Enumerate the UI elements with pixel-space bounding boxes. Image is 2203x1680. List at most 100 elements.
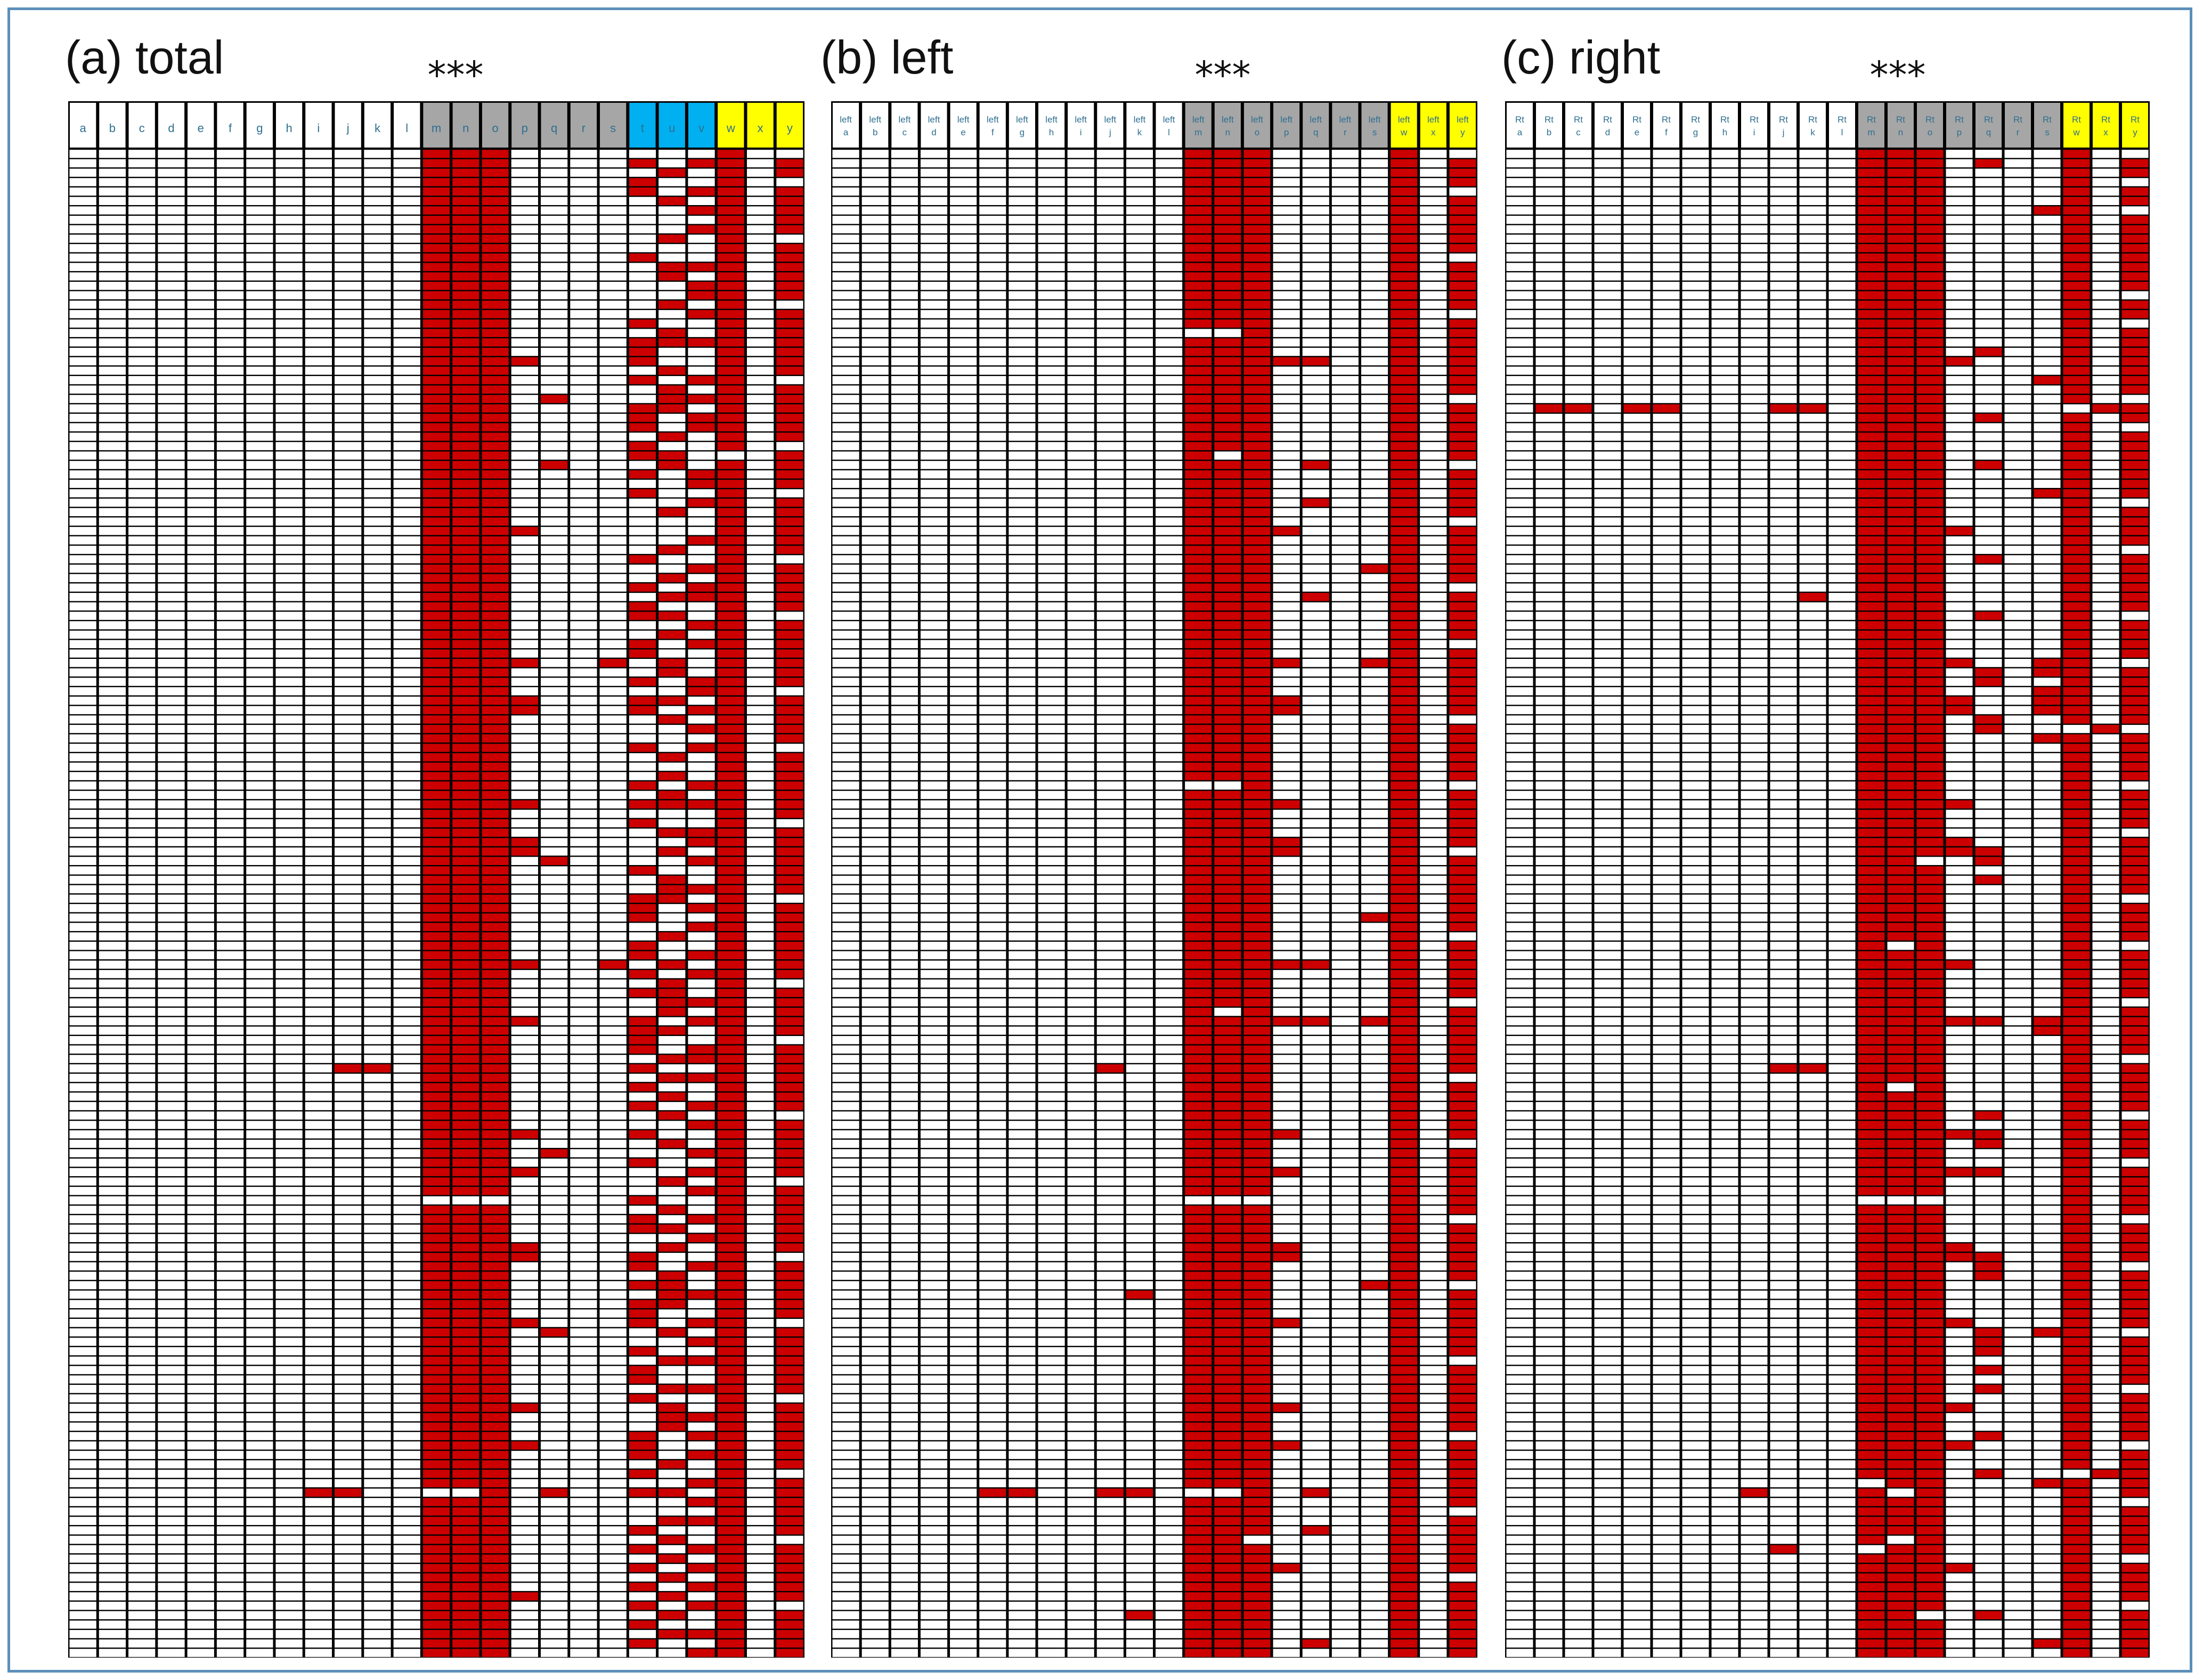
cell-atotal-y-r122: [776, 1300, 803, 1308]
cell-atotal-e-r114: [187, 1225, 214, 1233]
cell-atotal-o-r104: [482, 1130, 509, 1139]
cell-atotal-i-r127: [305, 1347, 332, 1356]
cell-atotal-h-r102: [275, 1111, 303, 1120]
cell-bleft-left-c-r67: [891, 781, 918, 790]
cell-atotal-t-r77: [629, 876, 656, 884]
cell-atotal-c-r55: [128, 668, 156, 676]
cell-atotal-h-r2: [275, 168, 303, 177]
cell-atotal-s-r73: [599, 838, 627, 846]
cell-atotal-t-r92: [629, 1017, 656, 1025]
cell-atotal-f-r29: [216, 423, 244, 431]
cell-atotal-x-r94: [746, 1036, 774, 1045]
cell-atotal-f-r16: [216, 300, 244, 309]
cell-bleft-left-d-r73: [920, 838, 948, 846]
cell-atotal-d-r155: [158, 1611, 185, 1619]
cell-atotal-e-r43: [187, 555, 214, 564]
cell-bleft-left-a-r58: [832, 696, 859, 705]
cell-atotal-j-r47: [335, 593, 362, 601]
cell-atotal-i-r121: [305, 1290, 332, 1299]
cell-bleft-left-b-r120: [861, 1281, 889, 1290]
cell-atotal-i-r5: [305, 197, 332, 205]
cell-atotal-d-r23: [158, 366, 185, 375]
cell-atotal-y-r143: [776, 1498, 803, 1506]
cell-atotal-k-r3: [364, 178, 391, 186]
cell-atotal-j-r18: [335, 319, 362, 328]
cell-atotal-e-r128: [187, 1356, 214, 1365]
cell-atotal-v-r68: [688, 790, 715, 800]
cell-atotal-p-r46: [511, 583, 538, 592]
cell-atotal-q-r115: [540, 1234, 568, 1242]
cell-atotal-v-r141: [688, 1479, 715, 1488]
cell-bleft-left-e-r21: [950, 347, 977, 356]
cell-atotal-c-r129: [128, 1366, 156, 1374]
cell-atotal-o-r62: [482, 734, 509, 743]
cell-atotal-f-r13: [216, 272, 244, 281]
cell-bleft-left-f-r83: [979, 932, 1006, 941]
cell-atotal-u-r132: [659, 1394, 686, 1402]
cell-atotal-u-r66: [659, 772, 686, 780]
cell-atotal-p-r75: [511, 857, 538, 865]
cell-atotal-d-r142: [158, 1488, 185, 1497]
cell-atotal-d-r146: [158, 1526, 185, 1535]
cell-atotal-w-r63: [717, 744, 744, 752]
cell-atotal-u-r3: [659, 178, 686, 186]
cell-atotal-p-r63: [511, 744, 538, 752]
cell-atotal-j-r98: [335, 1073, 362, 1082]
cell-atotal-v-r48: [688, 602, 715, 611]
cell-bleft-left-e-r23: [950, 366, 977, 375]
cell-atotal-j-r141: [335, 1479, 362, 1488]
cell-atotal-f-r124: [216, 1319, 244, 1327]
cell-atotal-g-r132: [246, 1394, 273, 1402]
cell-atotal-u-r100: [659, 1092, 686, 1101]
cell-atotal-m-r147: [422, 1536, 450, 1544]
cell-atotal-o-r58: [482, 696, 509, 705]
cell-atotal-p-r12: [511, 263, 538, 271]
cell-bleft-left-b-r153: [861, 1592, 889, 1601]
cell-atotal-f-r44: [216, 565, 244, 573]
cell-atotal-t-r83: [629, 932, 656, 941]
cell-atotal-k-r45: [364, 574, 391, 582]
cell-bleft-left-d-r77: [920, 876, 948, 884]
cell-atotal-c-r131: [128, 1384, 156, 1393]
cell-atotal-t-r119: [629, 1271, 656, 1280]
cell-bleft-left-e-r13: [950, 272, 977, 281]
cell-atotal-v-r23: [688, 366, 715, 375]
cell-atotal-i-r156: [305, 1620, 332, 1629]
cell-atotal-t-r63: [629, 744, 656, 752]
cell-atotal-j-r12: [335, 263, 362, 271]
column-cells-atotal-a: [69, 150, 96, 1657]
cell-atotal-g-r138: [246, 1450, 273, 1459]
cell-atotal-q-r154: [540, 1602, 568, 1610]
cell-bleft-left-a-r85: [832, 951, 859, 959]
cell-atotal-l-r104: [393, 1130, 420, 1139]
cell-atotal-m-r48: [422, 602, 450, 611]
cell-bleft-left-c-r105: [891, 1139, 918, 1148]
cell-bleft-left-b-r121: [861, 1290, 889, 1299]
cell-atotal-j-r159: [335, 1649, 362, 1657]
cell-atotal-y-r53: [776, 649, 803, 658]
cell-atotal-w-r33: [717, 461, 744, 469]
cell-bleft-left-b-r85: [861, 951, 889, 959]
cell-atotal-u-r57: [659, 687, 686, 696]
cell-atotal-p-r7: [511, 216, 538, 224]
column-label-atotal-t: t: [641, 121, 644, 135]
cell-atotal-h-r87: [275, 970, 303, 978]
cell-atotal-j-r149: [335, 1554, 362, 1563]
cell-atotal-y-r78: [776, 885, 803, 894]
cell-atotal-u-r116: [659, 1243, 686, 1252]
cell-atotal-k-r48: [364, 602, 391, 611]
cell-atotal-i-r29: [305, 423, 332, 431]
cell-atotal-g-r158: [246, 1639, 273, 1648]
cell-bleft-left-d-r54: [920, 659, 948, 667]
cell-atotal-r-r93: [570, 1026, 597, 1035]
cell-atotal-e-r41: [187, 536, 214, 545]
cell-atotal-v-r158: [688, 1639, 715, 1648]
cell-atotal-p-r154: [511, 1602, 538, 1610]
cell-atotal-e-r19: [187, 329, 214, 337]
cell-atotal-n-r128: [452, 1356, 479, 1365]
cell-bleft-left-b-r1: [861, 159, 889, 168]
cell-atotal-y-r142: [776, 1488, 803, 1497]
cell-atotal-q-r114: [540, 1225, 568, 1233]
cell-bleft-left-e-r29: [950, 423, 977, 431]
cell-atotal-s-r78: [599, 885, 627, 894]
